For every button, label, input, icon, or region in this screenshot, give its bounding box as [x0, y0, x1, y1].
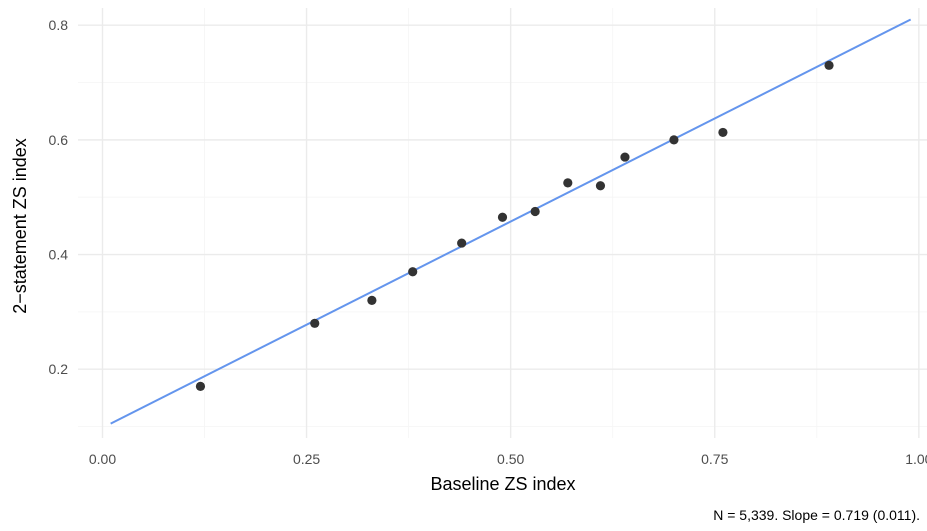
- fit-line-layer: [110, 18, 912, 425]
- grid-layer: [78, 8, 927, 438]
- data-point: [620, 152, 630, 162]
- x-tick-label: 0.00: [89, 451, 116, 467]
- data-point: [195, 381, 206, 391]
- x-tick-label: 0.25: [293, 451, 320, 467]
- data-point: [497, 212, 508, 222]
- x-tick-label: 0.75: [701, 451, 728, 467]
- y-tick-label: 0.6: [49, 132, 69, 148]
- y-axis-ticks: 0.2 0.4 0.6 0.8: [49, 17, 69, 377]
- x-tick-label: 0.50: [497, 451, 524, 467]
- y-tick-label: 0.4: [49, 247, 69, 263]
- x-tick-label: 1.00: [905, 451, 927, 467]
- data-point: [718, 127, 728, 138]
- data-point: [824, 60, 834, 70]
- points-layer: [195, 60, 834, 391]
- data-point: [457, 238, 467, 248]
- data-point: [367, 295, 377, 305]
- data-point: [563, 178, 573, 188]
- y-tick-label: 0.2: [49, 361, 69, 377]
- fit-line: [110, 18, 912, 425]
- x-axis-ticks: 0.00 0.25 0.50 0.75 1.00: [89, 451, 927, 467]
- data-point: [310, 318, 320, 328]
- x-axis-title: Baseline ZS index: [430, 474, 575, 494]
- y-axis-title: 2−statement ZS index: [10, 138, 30, 314]
- y-tick-label: 0.8: [49, 17, 69, 33]
- data-point: [530, 206, 540, 217]
- data-point: [408, 267, 418, 277]
- data-point: [669, 135, 679, 145]
- chart-caption: N = 5,339. Slope = 0.719 (0.011).: [713, 507, 920, 523]
- data-point: [595, 181, 606, 191]
